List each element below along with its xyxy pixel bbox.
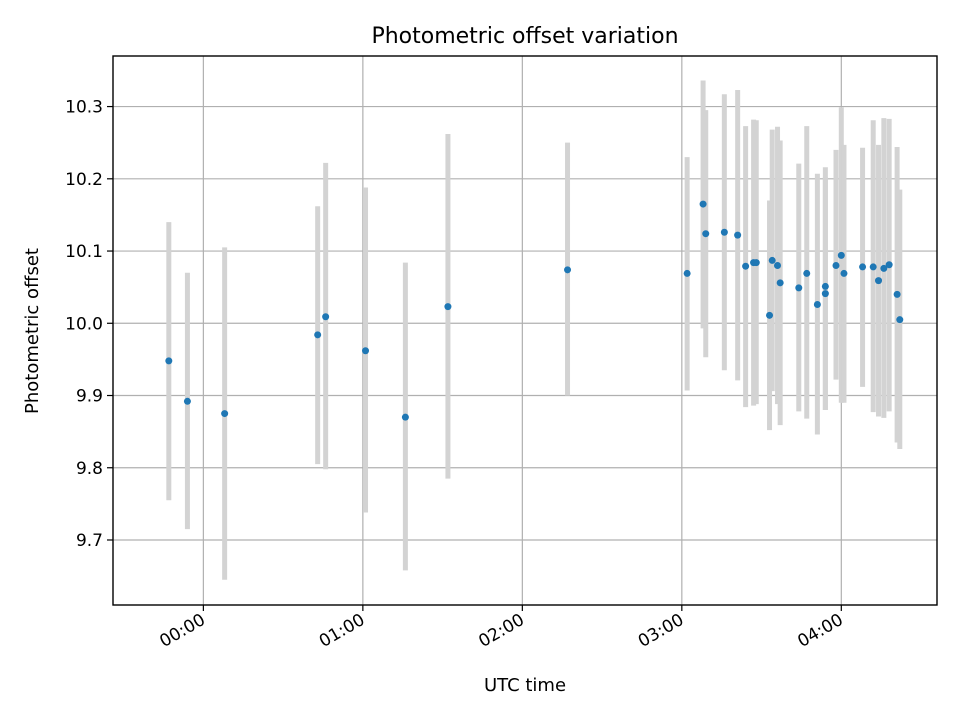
y-tick-label: 10.0 — [65, 314, 103, 334]
data-point — [859, 263, 867, 271]
x-tick-label: 02:00 — [475, 610, 527, 652]
data-point — [832, 261, 840, 269]
data-point — [840, 269, 848, 277]
grid-lines — [113, 56, 937, 605]
y-tick-label: 9.9 — [76, 387, 103, 407]
data-point — [699, 200, 707, 208]
data-point — [885, 261, 893, 269]
data-points — [165, 200, 904, 421]
data-point — [774, 261, 782, 269]
data-point — [314, 331, 322, 339]
data-point — [896, 316, 904, 324]
x-tick-label: 01:00 — [316, 610, 368, 652]
data-point — [813, 300, 821, 308]
x-tick-label: 04:00 — [794, 610, 846, 652]
data-point — [720, 228, 728, 236]
data-point — [875, 277, 883, 285]
y-tick-label: 10.2 — [65, 170, 103, 190]
data-point — [893, 290, 901, 298]
data-point — [702, 230, 710, 238]
y-tick-label: 10.1 — [65, 242, 103, 262]
data-point — [752, 259, 760, 267]
data-point — [742, 262, 750, 270]
data-point — [880, 264, 888, 272]
y-axis-ticks: 9.7 9.8 9.9 10.0 10.1 10.2 10.3 — [65, 98, 113, 551]
data-point — [734, 231, 742, 239]
data-point — [821, 290, 829, 298]
y-axis-label: Photometric offset — [22, 248, 43, 414]
data-point — [795, 284, 803, 292]
data-point — [803, 269, 811, 277]
error-bars — [166, 80, 903, 580]
x-axis-ticks: 00:00 01:00 02:00 03:00 04:00 — [156, 605, 847, 652]
data-point — [183, 397, 191, 405]
data-point — [768, 256, 776, 264]
data-point — [564, 266, 572, 274]
data-point — [869, 263, 877, 271]
data-point — [683, 269, 691, 277]
data-point — [444, 303, 452, 311]
x-tick-label: 00:00 — [156, 610, 208, 652]
data-point — [766, 311, 774, 319]
data-point — [165, 357, 173, 365]
x-axis-label: UTC time — [484, 675, 566, 696]
data-point — [322, 313, 330, 321]
plot-area-frame — [112, 55, 938, 606]
data-point — [837, 251, 845, 259]
data-point — [401, 413, 409, 421]
data-point — [362, 347, 370, 355]
data-point — [221, 410, 229, 418]
data-point — [821, 282, 829, 290]
y-tick-label: 9.8 — [76, 459, 103, 479]
y-tick-label: 9.7 — [76, 531, 103, 551]
data-point — [776, 279, 784, 287]
y-tick-label: 10.3 — [65, 98, 103, 118]
chart-title: Photometric offset variation — [371, 24, 678, 49]
x-tick-label: 03:00 — [635, 610, 687, 652]
